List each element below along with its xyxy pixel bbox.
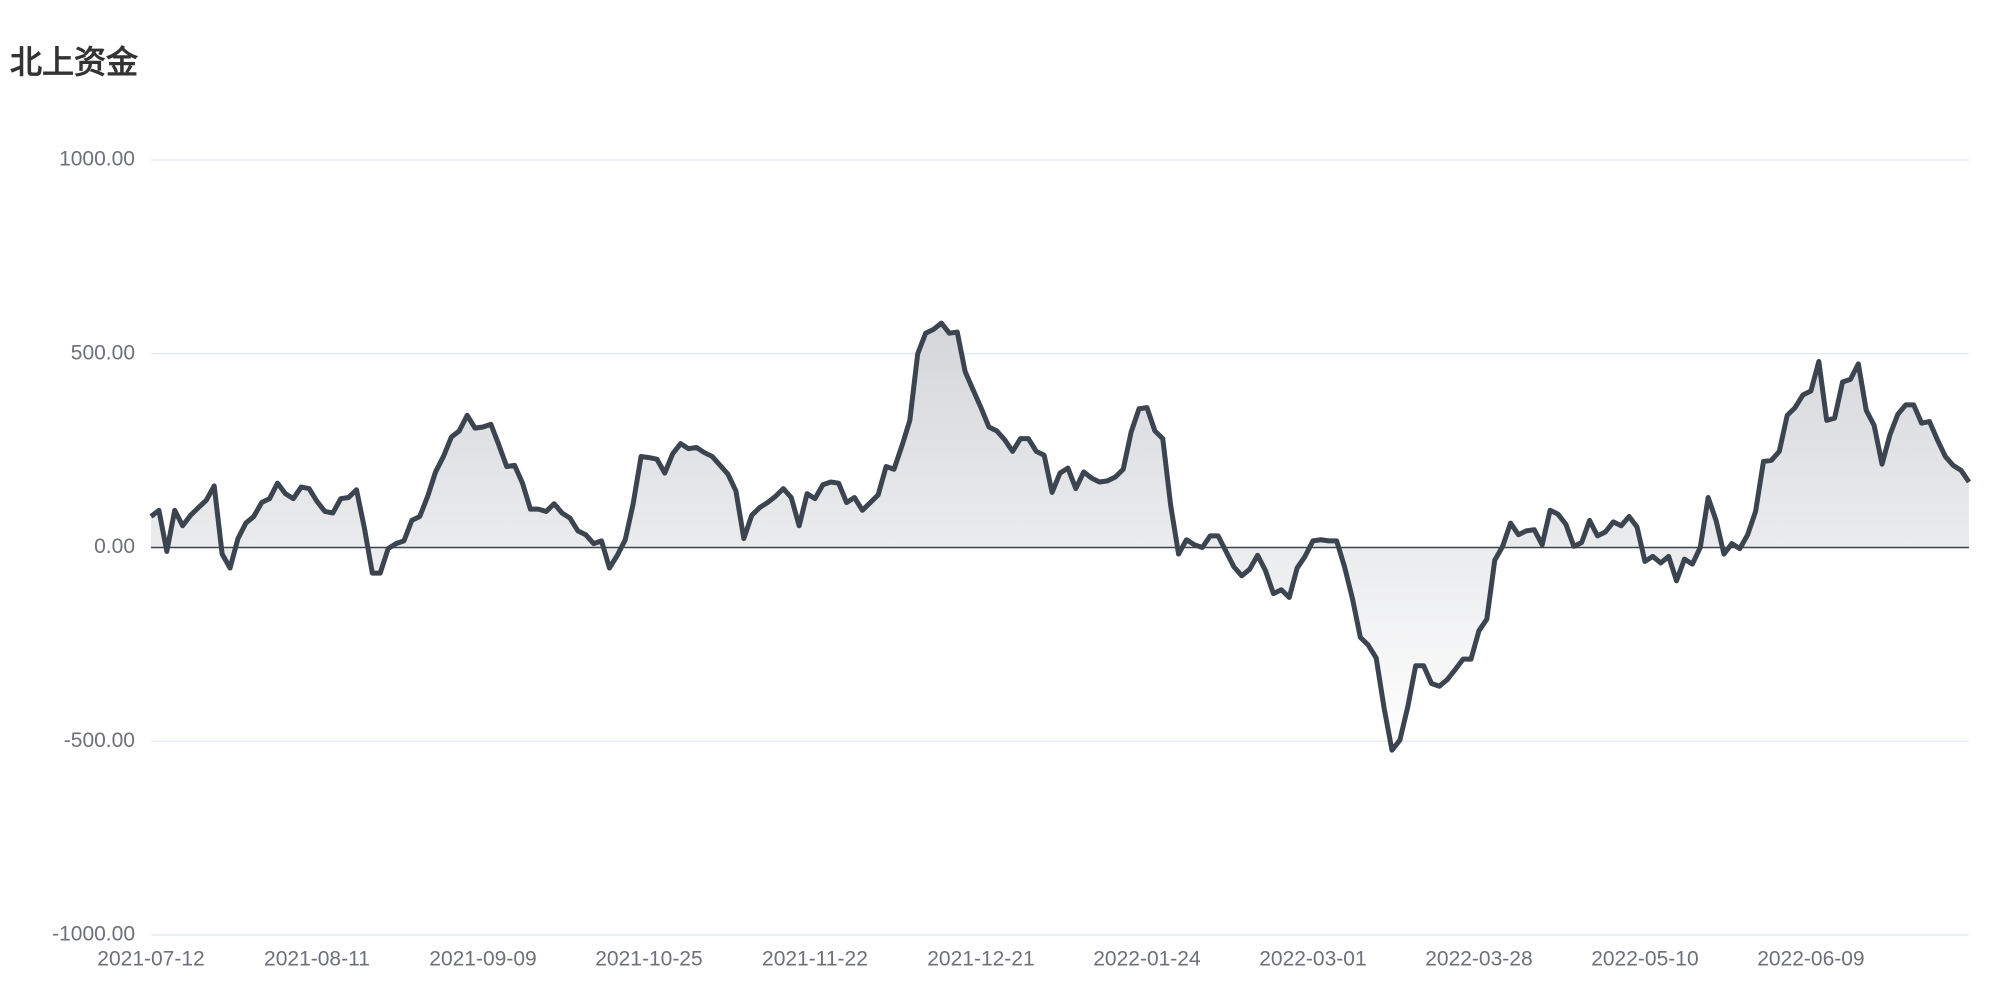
x-tick-label: 2022-01-24 — [1093, 948, 1201, 971]
x-tick-label: 2022-03-28 — [1425, 948, 1532, 971]
x-tick-label: 2021-07-12 — [97, 948, 204, 971]
x-tick-label: 2021-11-22 — [762, 948, 868, 971]
area — [151, 323, 1969, 751]
x-tick-label: 2022-05-10 — [1591, 948, 1698, 971]
x-tick-label: 2022-03-01 — [1259, 948, 1366, 971]
line — [149, 320, 1972, 753]
x-tick-label: 2022-06-09 — [1757, 948, 1864, 971]
x-tick-label: 2021-12-21 — [927, 948, 1034, 971]
y-tick-label: 0.00 — [94, 535, 135, 558]
y-tick-label: 500.00 — [71, 341, 135, 364]
chart-title: 北上资金 — [10, 43, 139, 81]
y-tick-label: -500.00 — [64, 729, 135, 752]
x-tick-label: 2021-09-09 — [429, 948, 536, 971]
y-tick-label: 1000.00 — [59, 148, 135, 171]
x-tick-label: 2021-10-25 — [595, 948, 702, 971]
y-tick-label: -1000.00 — [52, 923, 135, 946]
x-tick-label: 2021-08-11 — [264, 948, 370, 971]
